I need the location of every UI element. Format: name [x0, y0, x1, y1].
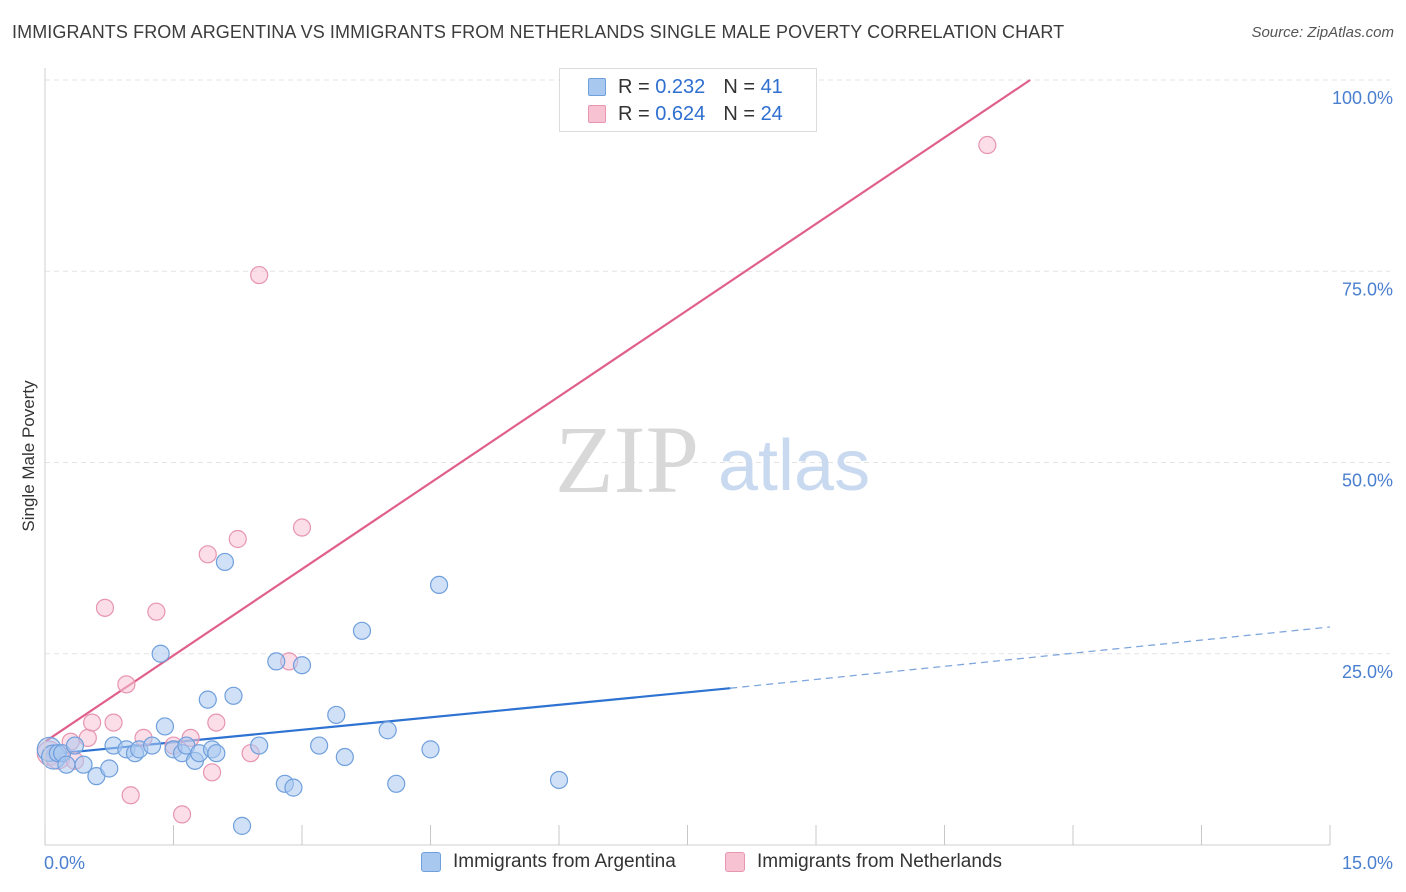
- legend-r-label: R =: [618, 75, 650, 98]
- point-argentina: [429, 575, 449, 595]
- point-argentina: [378, 721, 397, 740]
- legend-swatch-argentina: [588, 78, 606, 96]
- point-argentina: [155, 717, 175, 736]
- point-argentina: [549, 770, 569, 790]
- point-netherlands: [198, 545, 217, 564]
- axis-layer: 100.0% 75.0% 50.0% 25.0% 0.0% 15.0%: [44, 68, 1393, 873]
- point-argentina: [327, 705, 346, 725]
- point-argentina: [142, 736, 162, 755]
- point-argentina: [387, 774, 406, 793]
- point-netherlands: [83, 713, 102, 732]
- point-netherlands: [147, 602, 166, 621]
- point-argentina: [151, 644, 170, 663]
- point-argentina: [335, 747, 354, 767]
- bottom-legend-label-argentina: Immigrants from Argentina: [453, 851, 676, 872]
- point-netherlands: [121, 786, 140, 805]
- point-argentina: [100, 759, 119, 778]
- legend-swatch-netherlands: [588, 105, 606, 123]
- point-argentina: [224, 686, 243, 705]
- watermark-zip: ZIP: [555, 406, 699, 513]
- chart-title: IMMIGRANTS FROM ARGENTINA VS IMMIGRANTS …: [12, 22, 1065, 42]
- point-netherlands: [117, 675, 136, 694]
- point-argentina: [292, 656, 312, 675]
- y-tick-label: 100.0%: [1332, 88, 1393, 108]
- point-netherlands: [978, 135, 997, 155]
- point-argentina: [284, 778, 303, 797]
- legend-n-label: N =: [723, 102, 755, 125]
- legend-n-value: 24: [760, 102, 783, 125]
- grid-layer: [45, 79, 1390, 655]
- legend-row-argentina: R = 0.232 N = 41: [588, 75, 783, 99]
- point-netherlands: [207, 713, 226, 732]
- legend-row-netherlands: R = 0.624 N = 24: [588, 102, 783, 126]
- point-argentina: [207, 744, 226, 763]
- watermark-atlas: atlas: [718, 426, 870, 506]
- point-argentina: [310, 736, 329, 755]
- bottom-legend-swatch-netherlands: [725, 852, 745, 872]
- legend-n-label: N =: [723, 75, 755, 98]
- x-tick-label: 0.0%: [44, 853, 85, 873]
- point-argentina: [232, 816, 252, 835]
- bottom-legend-swatch-argentina: [421, 852, 441, 872]
- legend-r-label: R =: [618, 102, 650, 125]
- bottom-legend-argentina: Immigrants from Argentina: [421, 851, 676, 873]
- bottom-legend-label-netherlands: Immigrants from Netherlands: [757, 851, 1002, 872]
- legend-r-value: 0.624: [655, 102, 706, 125]
- point-argentina: [250, 736, 269, 755]
- legend-n-value: 41: [760, 75, 783, 98]
- point-netherlands: [228, 529, 247, 549]
- x-tick-label: 15.0%: [1342, 853, 1393, 873]
- watermark: ZIP atlas: [555, 406, 870, 513]
- y-tick-label: 50.0%: [1342, 471, 1393, 491]
- y-tick-label: 75.0%: [1342, 279, 1393, 299]
- trend-line-netherlands: [44, 79, 1031, 743]
- point-netherlands: [202, 763, 222, 782]
- bottom-legend-netherlands: Immigrants from Netherlands: [725, 851, 1002, 873]
- y-axis-label: Single Male Poverty: [19, 380, 38, 532]
- y-tick-label: 25.0%: [1342, 662, 1393, 682]
- stats-legend: R = 0.232 N = 41 R = 0.624 N = 24: [559, 68, 817, 132]
- source-label: Source: ZipAtlas.com: [1251, 24, 1394, 41]
- legend-r-value: 0.232: [655, 75, 706, 98]
- point-netherlands: [172, 805, 192, 824]
- point-netherlands: [95, 598, 115, 617]
- point-argentina: [215, 552, 234, 572]
- point-netherlands: [250, 265, 269, 285]
- point-netherlands: [292, 518, 312, 537]
- trend-line-argentina-extension: [730, 626, 1331, 689]
- point-argentina: [198, 690, 217, 709]
- points-layer: [36, 135, 997, 835]
- point-argentina: [421, 740, 440, 759]
- point-argentina: [57, 755, 76, 774]
- point-argentina: [74, 755, 93, 774]
- point-argentina: [352, 621, 372, 640]
- point-netherlands: [104, 713, 123, 732]
- point-argentina: [65, 736, 85, 755]
- point-argentina: [267, 652, 286, 671]
